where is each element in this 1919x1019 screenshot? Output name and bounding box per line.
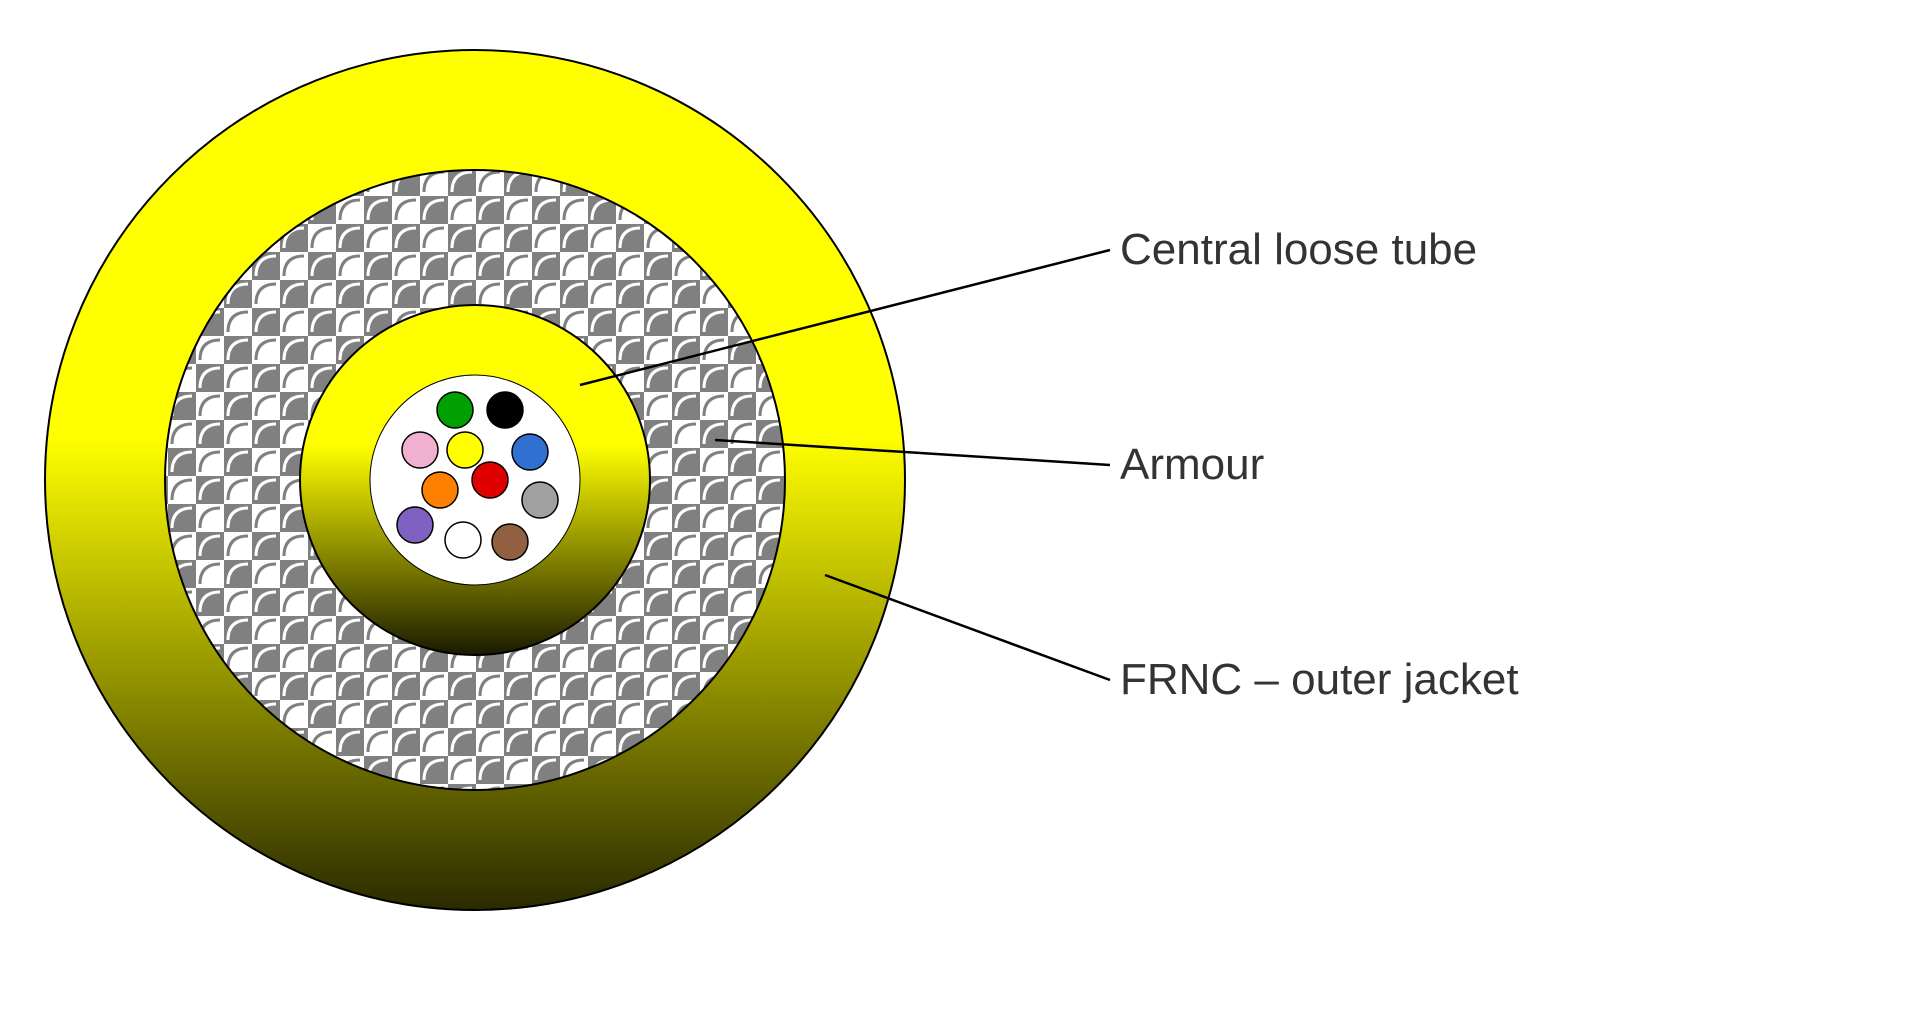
- fiber: [512, 434, 548, 470]
- diagram-label: Armour: [1120, 440, 1264, 490]
- fiber: [522, 482, 558, 518]
- fiber: [487, 392, 523, 428]
- fiber: [422, 472, 458, 508]
- fiber: [445, 522, 481, 558]
- fiber: [492, 524, 528, 560]
- diagram-label: Central loose tube: [1120, 225, 1477, 275]
- fiber: [472, 462, 508, 498]
- fiber: [437, 392, 473, 428]
- fiber: [447, 432, 483, 468]
- cable-svg: [0, 0, 1919, 1014]
- fiber: [402, 432, 438, 468]
- cable-cross-section-diagram: Central loose tube Armour FRNC – outer jac…: [0, 0, 1919, 1014]
- fiber: [397, 507, 433, 543]
- diagram-label: FRNC – outer jacket: [1120, 655, 1519, 705]
